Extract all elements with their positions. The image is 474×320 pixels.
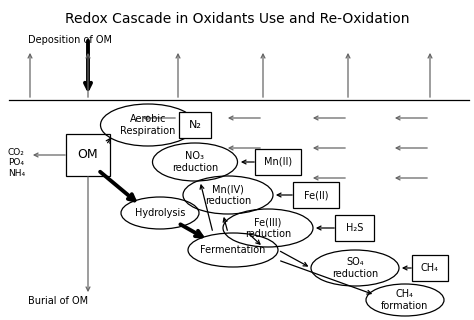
FancyBboxPatch shape [336, 215, 374, 241]
FancyBboxPatch shape [412, 255, 448, 281]
FancyBboxPatch shape [179, 112, 211, 138]
Text: CO₂
PO₄
NH₄: CO₂ PO₄ NH₄ [8, 148, 25, 178]
Text: Fe(III)
reduction: Fe(III) reduction [245, 217, 291, 239]
Text: Fe(II): Fe(II) [304, 190, 328, 200]
Text: H₂S: H₂S [346, 223, 364, 233]
Text: Mn(IV)
reduction: Mn(IV) reduction [205, 184, 251, 206]
Text: Burial of OM: Burial of OM [28, 296, 88, 306]
Text: CH₄: CH₄ [421, 263, 439, 273]
Text: Hydrolysis: Hydrolysis [135, 208, 185, 218]
FancyBboxPatch shape [255, 149, 301, 175]
Text: SO₄
reduction: SO₄ reduction [332, 257, 378, 279]
FancyBboxPatch shape [293, 182, 339, 208]
Text: OM: OM [78, 148, 98, 162]
Text: CH₄
formation: CH₄ formation [381, 289, 428, 311]
FancyBboxPatch shape [66, 134, 110, 176]
Text: Fermentation: Fermentation [201, 245, 266, 255]
Text: N₂: N₂ [189, 120, 201, 130]
Text: Aerobic
Respiration: Aerobic Respiration [120, 114, 176, 136]
Text: Deposition of OM: Deposition of OM [28, 35, 112, 45]
Text: Mn(II): Mn(II) [264, 157, 292, 167]
Text: NO₃
reduction: NO₃ reduction [172, 151, 218, 173]
Text: Redox Cascade in Oxidants Use and Re-Oxidation: Redox Cascade in Oxidants Use and Re-Oxi… [65, 12, 409, 26]
